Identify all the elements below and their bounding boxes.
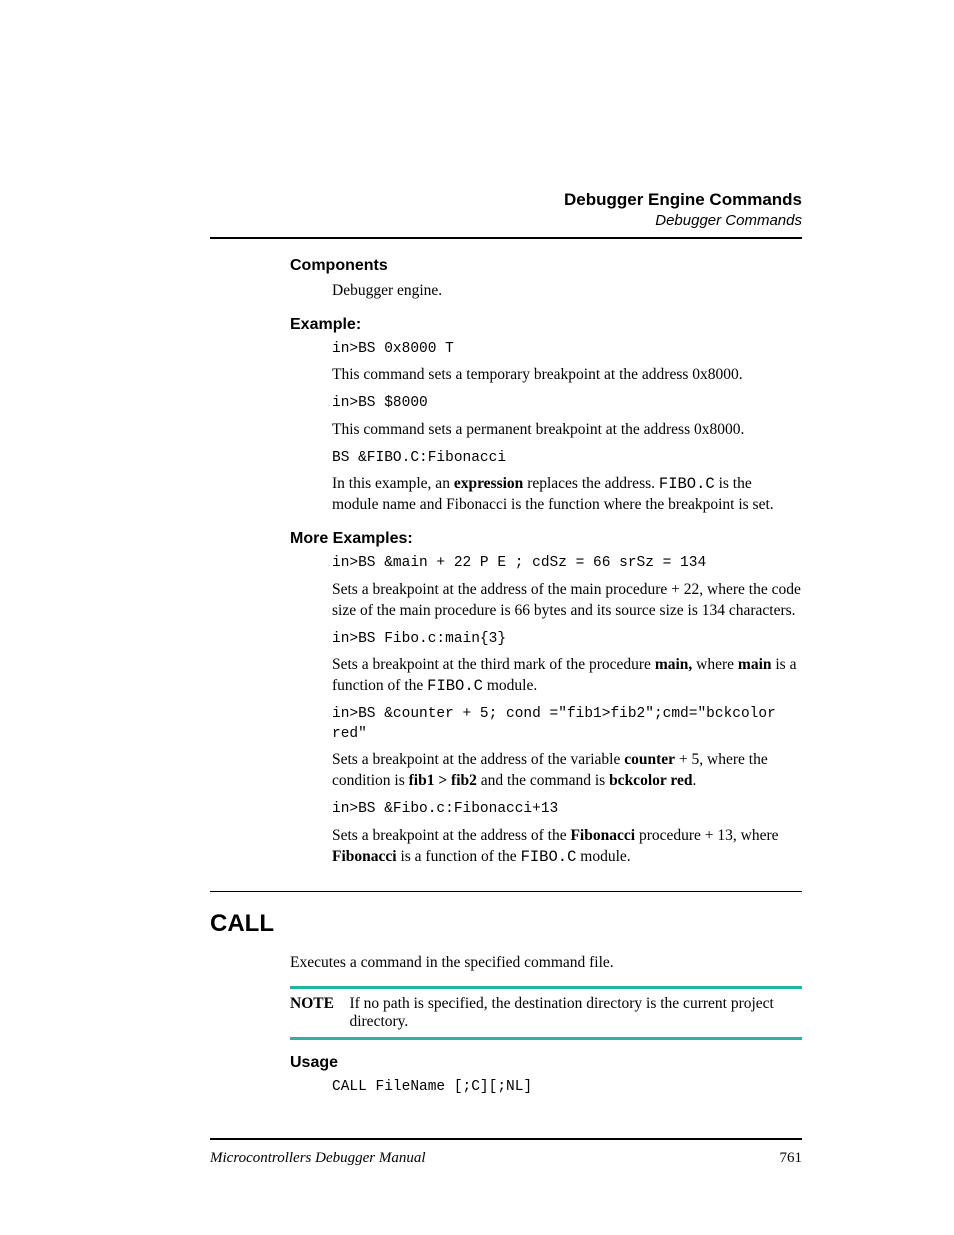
example-text-1: This command sets a temporary breakpoint…	[332, 365, 802, 386]
example-code-1: in>BS 0x8000 T	[332, 340, 802, 360]
t: FIBO.C	[659, 475, 715, 493]
section-heading-call: CALL	[210, 910, 802, 938]
t: procedure + 13, where	[635, 827, 778, 844]
t: Fibonacci	[570, 827, 635, 844]
t: module.	[483, 677, 537, 694]
example-body: in>BS 0x8000 T This command sets a tempo…	[332, 340, 802, 516]
section-heading-example: Example:	[290, 316, 802, 334]
example-text-3: In this example, an expression replaces …	[332, 474, 802, 516]
components-text: Debugger engine.	[332, 281, 802, 302]
t: counter	[624, 751, 675, 768]
usage-body: CALL FileName [;C][;NL]	[332, 1078, 802, 1098]
example-code-3: BS &FIBO.C:Fibonacci	[332, 449, 802, 469]
example-code-2: in>BS $8000	[332, 394, 802, 414]
more-code-3: in>BS &counter + 5; cond ="fib1>fib2";cm…	[332, 705, 802, 744]
components-body: Debugger engine.	[332, 281, 802, 302]
t: module.	[576, 848, 630, 865]
t: fib1 > fib2	[409, 772, 477, 789]
t: expression	[454, 475, 523, 492]
t: replaces the address.	[523, 475, 659, 492]
more-body: in>BS &main + 22 P E ; cdSz = 66 srSz = …	[332, 554, 802, 867]
note-row: NOTE If no path is specified, the destin…	[290, 989, 802, 1037]
t: bckcolor red	[609, 772, 692, 789]
section-heading-more: More Examples:	[290, 530, 802, 548]
footer-page-number: 761	[780, 1150, 803, 1167]
t: is a function of the	[397, 848, 521, 865]
t: FIBO.C	[521, 848, 577, 866]
more-text-4: Sets a breakpoint at the address of the …	[332, 826, 802, 868]
note-label: NOTE	[290, 995, 349, 1031]
t: Fibonacci	[332, 848, 397, 865]
more-code-4: in>BS &Fibo.c:Fibonacci+13	[332, 800, 802, 820]
page-footer: Microcontrollers Debugger Manual 761	[210, 1138, 802, 1167]
more-text-1: Sets a breakpoint at the address of the …	[332, 580, 802, 622]
note-block: NOTE If no path is specified, the destin…	[290, 986, 802, 1040]
footer-left: Microcontrollers Debugger Manual	[210, 1150, 426, 1167]
more-code-1: in>BS &main + 22 P E ; cdSz = 66 srSz = …	[332, 554, 802, 574]
t: Sets a breakpoint at the third mark of t…	[332, 656, 655, 673]
t: and the command is	[477, 772, 609, 789]
t: Sets a breakpoint at the address of the …	[332, 751, 624, 768]
section-heading-components: Components	[290, 257, 802, 275]
t: main,	[655, 656, 692, 673]
t: In this example, an	[332, 475, 454, 492]
section-separator	[210, 891, 802, 892]
t: Sets a breakpoint at the address of the	[332, 827, 570, 844]
usage-code: CALL FileName [;C][;NL]	[332, 1078, 802, 1098]
note-rule-bottom	[290, 1037, 802, 1040]
more-text-2: Sets a breakpoint at the third mark of t…	[332, 655, 802, 697]
t: where	[692, 656, 738, 673]
page-header: Debugger Engine Commands Debugger Comman…	[210, 190, 802, 229]
more-code-2: in>BS Fibo.c:main{3}	[332, 630, 802, 650]
page: Debugger Engine Commands Debugger Comman…	[0, 0, 954, 1235]
section-heading-usage: Usage	[290, 1054, 802, 1072]
example-text-2: This command sets a permanent breakpoint…	[332, 420, 802, 441]
header-rule	[210, 237, 802, 239]
more-text-3: Sets a breakpoint at the address of the …	[332, 750, 802, 792]
header-subtitle: Debugger Commands	[210, 212, 802, 229]
t: main	[738, 656, 772, 673]
call-description: Executes a command in the specified comm…	[290, 954, 802, 972]
header-title: Debugger Engine Commands	[210, 190, 802, 210]
t: .	[692, 772, 696, 789]
t: FIBO.C	[427, 677, 483, 695]
note-text: If no path is specified, the destination…	[349, 995, 802, 1031]
